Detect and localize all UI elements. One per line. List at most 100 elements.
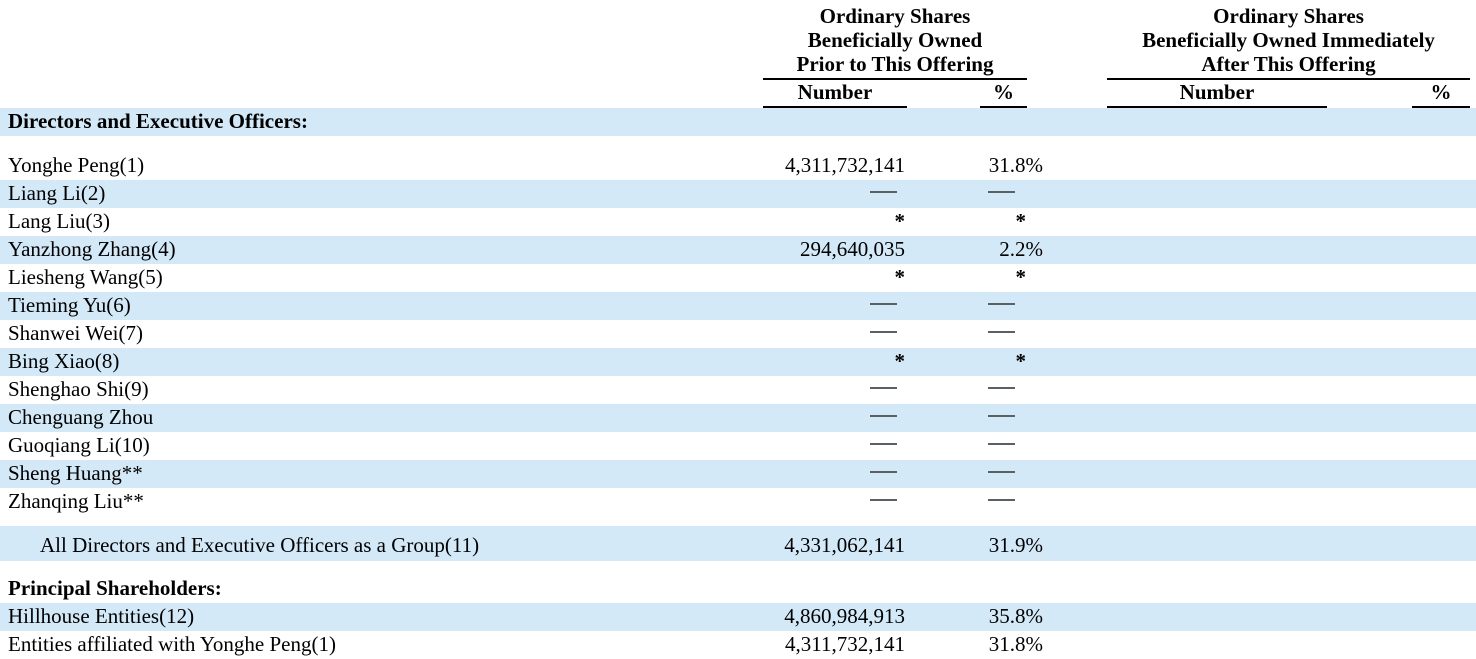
cell-prior-percent: * bbox=[980, 208, 1045, 236]
table-row: Lang Liu(3) * * bbox=[0, 208, 1476, 236]
cell-prior-number bbox=[763, 488, 907, 516]
cell-gap bbox=[1327, 488, 1412, 516]
cell-gap bbox=[1327, 292, 1412, 320]
cell-gap bbox=[907, 631, 980, 659]
group-header-prior-line3: Prior to This Offering bbox=[796, 52, 994, 76]
em-dash-placeholder bbox=[870, 302, 897, 306]
cell-gap bbox=[907, 292, 980, 320]
table-row: Shenghao Shi(9) bbox=[0, 376, 1476, 404]
cell-prior-number: * bbox=[763, 348, 907, 376]
cell-name: All Directors and Executive Officers as … bbox=[40, 533, 480, 557]
group-header-prior-line2: Beneficially Owned bbox=[807, 28, 983, 52]
table-row: Liang Li(2) bbox=[0, 180, 1476, 208]
asterisk-placeholder: * bbox=[894, 265, 906, 289]
cell-prior-number bbox=[763, 292, 907, 320]
cell-pad bbox=[1470, 180, 1476, 208]
cell-prior-percent bbox=[980, 180, 1045, 208]
cell-prior-percent: 35.8% bbox=[988, 604, 1043, 628]
cell-pad bbox=[1470, 376, 1476, 404]
cell-prior-percent bbox=[980, 432, 1045, 460]
em-dash-placeholder bbox=[988, 498, 1015, 502]
cell-after-percent bbox=[1412, 631, 1470, 659]
cell-gap bbox=[1045, 575, 1107, 603]
em-dash-placeholder bbox=[870, 442, 897, 446]
cell-after-percent bbox=[1412, 460, 1470, 488]
header-pad-cell bbox=[1470, 80, 1476, 108]
asterisk-placeholder: * bbox=[1015, 265, 1027, 289]
cell-gap bbox=[907, 603, 980, 631]
cell-gap bbox=[1045, 208, 1107, 236]
cell-prior-number bbox=[763, 376, 907, 404]
em-dash-placeholder bbox=[870, 498, 897, 502]
cell-name: Zhanqing Liu** bbox=[8, 489, 144, 513]
group-header-after-line2: Beneficially Owned Immediately bbox=[1142, 28, 1435, 52]
em-dash-placeholder bbox=[988, 330, 1015, 334]
cell-name: Lang Liu(3) bbox=[8, 209, 111, 233]
table-row: Guoqiang Li(10) bbox=[0, 432, 1476, 460]
cell-after-number bbox=[1107, 292, 1327, 320]
cell-pad bbox=[1470, 631, 1476, 659]
cell-after-percent bbox=[1412, 152, 1470, 180]
cell-prior-percent: 31.8% bbox=[988, 153, 1043, 177]
cell-gap bbox=[1327, 376, 1412, 404]
cell-gap bbox=[1045, 152, 1107, 180]
cell-gap bbox=[1327, 108, 1412, 136]
cell-gap bbox=[1045, 376, 1107, 404]
cell-prior-number: * bbox=[763, 208, 907, 236]
cell-gap bbox=[907, 432, 980, 460]
header-gap-cell bbox=[1045, 80, 1107, 108]
cell-after-number bbox=[1107, 488, 1327, 516]
cell-prior-percent bbox=[980, 376, 1045, 404]
cell-after-number bbox=[1107, 526, 1327, 561]
cell-gap bbox=[907, 376, 980, 404]
column-header-after-percent: % bbox=[1412, 80, 1471, 108]
cell-name: Yonghe Peng(1) bbox=[8, 153, 145, 177]
cell-after-percent bbox=[1412, 348, 1470, 376]
cell-after-percent bbox=[1412, 320, 1470, 348]
cell-pad bbox=[1470, 603, 1476, 631]
cell-gap bbox=[1045, 460, 1107, 488]
cell-pad bbox=[1470, 432, 1476, 460]
cell-name: Tieming Yu(6) bbox=[8, 293, 131, 317]
table-row: Bing Xiao(8) * * bbox=[0, 348, 1476, 376]
cell-gap bbox=[1327, 575, 1412, 603]
column-header-row: Number % Number % bbox=[0, 80, 1476, 108]
cell-gap bbox=[1327, 236, 1412, 264]
cell-after-number bbox=[1107, 575, 1327, 603]
group-header-after-line1: Ordinary Shares bbox=[1213, 4, 1364, 28]
cell-after-number bbox=[1107, 404, 1327, 432]
em-dash-placeholder bbox=[870, 414, 897, 418]
cell-gap bbox=[1045, 264, 1107, 292]
group-header-after-offering: Ordinary Shares Beneficially Owned Immed… bbox=[1107, 0, 1471, 80]
header-pad-cell bbox=[1470, 0, 1476, 80]
header-spacer-cell bbox=[0, 80, 763, 108]
cell-prior-number bbox=[763, 432, 907, 460]
cell-after-percent bbox=[1412, 236, 1470, 264]
cell-prior-percent: 31.9% bbox=[988, 533, 1043, 557]
cell-prior-percent: 2.2% bbox=[999, 237, 1043, 261]
cell-gap bbox=[1327, 208, 1412, 236]
group-header-prior-line1: Ordinary Shares bbox=[819, 4, 971, 28]
column-header-prior-number: Number bbox=[763, 80, 907, 108]
cell-prior-percent: 31.8% bbox=[988, 632, 1043, 656]
cell-gap bbox=[907, 460, 980, 488]
cell-gap bbox=[1045, 108, 1107, 136]
column-header-prior-percent: % bbox=[980, 80, 1045, 108]
cell-prior-percent bbox=[980, 575, 1045, 603]
cell-prior-percent bbox=[980, 108, 1045, 136]
cell-gap bbox=[907, 488, 980, 516]
cell-after-number bbox=[1107, 236, 1327, 264]
cell-after-percent bbox=[1412, 180, 1470, 208]
cell-prior-number bbox=[763, 404, 907, 432]
cell-gap bbox=[1327, 603, 1412, 631]
cell-name: Liang Li(2) bbox=[8, 181, 106, 205]
spacer-row bbox=[0, 561, 1476, 575]
cell-gap bbox=[907, 575, 980, 603]
cell-after-number bbox=[1107, 603, 1327, 631]
header-gap-cell bbox=[1045, 0, 1107, 80]
cell-prior-number bbox=[763, 320, 907, 348]
spacer-row bbox=[0, 136, 1476, 152]
cell-pad bbox=[1470, 460, 1476, 488]
cell-prior-number: 4,331,062,141 bbox=[784, 533, 905, 557]
table-row: Zhanqing Liu** bbox=[0, 488, 1476, 516]
